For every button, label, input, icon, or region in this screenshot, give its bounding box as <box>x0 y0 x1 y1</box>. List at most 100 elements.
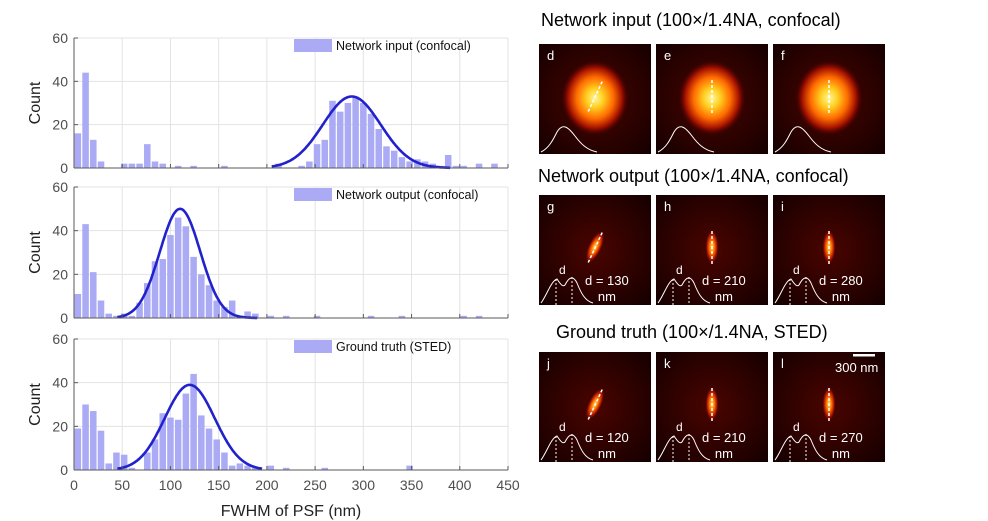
y-tick-label: 0 <box>60 310 68 326</box>
histogram-bar <box>244 465 251 470</box>
histogram-bar <box>360 103 367 168</box>
x-tick-label: 100 <box>159 477 183 493</box>
histogram-bar <box>306 161 313 168</box>
fwhm-unit: nm <box>714 446 733 461</box>
gaussian-fit-line <box>271 95 451 170</box>
histogram-bar <box>460 315 467 318</box>
histogram-bar <box>151 439 159 470</box>
profile-d-marker: d <box>559 420 566 434</box>
micrograph-row-title: Ground truth (100×/1.4NA, STED) <box>556 322 828 342</box>
fwhm-unit: nm <box>831 446 850 461</box>
histogram-bar <box>205 428 213 470</box>
x-tick-label: 50 <box>114 477 130 493</box>
legend-label: Network input (confocal) <box>336 39 471 53</box>
histogram-bar <box>344 103 352 168</box>
histogram-bar <box>398 157 406 168</box>
scale-bar <box>853 354 875 357</box>
legend-swatch <box>294 340 332 353</box>
micrograph-image <box>539 195 651 305</box>
scale-bar-label: 300 nm <box>835 360 879 375</box>
micrograph-image <box>773 195 885 305</box>
fwhm-unit: nm <box>597 289 616 304</box>
measurement-line <box>587 232 603 264</box>
fwhm-value: d = 270 <box>819 430 863 445</box>
profile-d-marker: d <box>676 420 683 434</box>
histogram-bar <box>74 428 82 470</box>
fwhm-value-label: d = 270 nm <box>819 430 863 462</box>
histogram-bar <box>97 300 105 318</box>
histogram-bar <box>113 315 120 318</box>
micrograph-image <box>773 352 885 462</box>
histogram-bar <box>159 413 166 470</box>
fwhm-value-label: d = 280 nm <box>819 273 863 305</box>
legend-swatch <box>294 188 332 201</box>
histogram-bar <box>97 430 105 470</box>
tile-letter: g <box>547 199 555 214</box>
histogram-bar <box>329 100 336 168</box>
histogram-bar <box>252 467 259 470</box>
histogram-bar <box>167 417 174 470</box>
histogram-bar <box>182 393 190 470</box>
histogram-bar <box>90 272 97 318</box>
histogram-bar <box>120 163 128 168</box>
histogram-bar <box>228 300 236 318</box>
histogram-bar <box>252 313 259 318</box>
x-axis-label: FWHM of PSF (nm) <box>221 503 361 520</box>
intensity-profile <box>657 277 711 304</box>
histogram-bar <box>190 256 197 318</box>
histogram-bar <box>221 307 228 318</box>
histogram-bar <box>221 452 228 470</box>
y-tick-label: 20 <box>52 117 68 133</box>
histogram-bar <box>213 300 220 318</box>
histogram-bar <box>151 161 159 168</box>
micrograph-image <box>539 352 651 462</box>
micrograph-row-title: Network output (100×/1.4NA, confocal) <box>538 166 849 186</box>
histogram-bar <box>82 404 89 470</box>
histogram-bar <box>452 165 460 168</box>
profile-d-marker: d <box>676 263 683 277</box>
y-tick-label: 60 <box>52 179 68 195</box>
histogram-bar <box>336 111 344 168</box>
profile-d-marker: d <box>793 263 800 277</box>
histogram-bar <box>313 315 321 318</box>
micrograph-image <box>656 352 768 462</box>
fwhm-value: d = 210 <box>702 273 746 288</box>
fwhm-unit: nm <box>714 289 733 304</box>
histogram-bar <box>213 439 220 470</box>
intensity-profile <box>540 434 594 461</box>
y-tick-label: 60 <box>52 30 68 46</box>
x-tick-label: 150 <box>207 477 231 493</box>
histogram-bar <box>190 165 197 168</box>
y-tick-label: 20 <box>52 418 68 434</box>
histogram-bar <box>321 467 329 470</box>
histogram-bar <box>313 144 321 168</box>
intensity-profile <box>540 126 598 153</box>
histogram-bar <box>398 315 406 318</box>
fwhm-value: d = 130 <box>585 273 629 288</box>
histogram-bar <box>282 467 290 470</box>
histogram-bar <box>298 165 305 168</box>
histogram-bar <box>475 163 483 168</box>
histogram-bar <box>444 155 452 168</box>
histogram-bar <box>367 315 375 318</box>
histogram-bar <box>90 411 97 470</box>
micrograph-image <box>773 44 885 154</box>
tile-letter: f <box>781 48 785 63</box>
fwhm-value-label: d = 120 nm <box>585 430 629 462</box>
histogram-bar <box>282 315 290 318</box>
histogram-bar <box>475 315 483 318</box>
fwhm-value-label: d = 130 nm <box>585 273 629 305</box>
y-tick-label: 0 <box>60 462 68 478</box>
histogram-bar <box>97 161 105 168</box>
fwhm-value-label: d = 210 nm <box>702 273 746 305</box>
histogram-bar <box>144 283 151 318</box>
histogram-bar <box>491 163 498 168</box>
histogram-bar <box>120 454 128 470</box>
micrograph-tile: j d d = 120 nm <box>539 352 651 462</box>
histogram-bar <box>159 163 166 168</box>
fwhm-value: d = 120 <box>585 430 629 445</box>
micrograph-row-title: Network input (100×/1.4NA, confocal) <box>541 10 841 30</box>
histogram-bar <box>74 133 82 168</box>
gaussian-fit-line <box>117 383 263 470</box>
tile-letter: e <box>664 48 672 63</box>
